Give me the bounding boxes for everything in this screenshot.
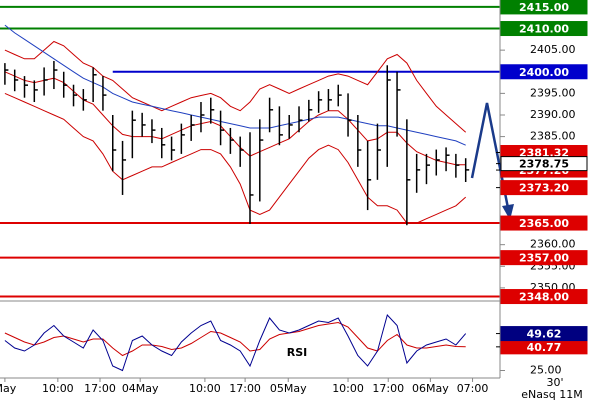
- rsi-tag-box: [500, 326, 588, 342]
- price-tag-box: [500, 180, 588, 196]
- y-tick-label: 2385.00: [530, 130, 576, 143]
- overlay-line: [4, 92, 467, 224]
- x-tick-label: 17:00: [229, 382, 261, 395]
- source: eNasq 11M: [521, 388, 582, 400]
- rsi-tag-label: 49.62: [527, 328, 562, 341]
- level-box: [500, 215, 588, 231]
- price-tag-label: 2378.75: [519, 158, 569, 171]
- level-box: [500, 289, 588, 305]
- x-tick-label: May: [0, 382, 17, 395]
- x-tick-label: 05May: [270, 382, 307, 395]
- level-box: [500, 0, 588, 15]
- overlay-line: [4, 24, 466, 146]
- y-tick-label: 2360.00: [530, 238, 576, 251]
- overlay-line: [4, 71, 466, 166]
- level-box: [500, 21, 588, 37]
- level-label: 2357.00: [519, 252, 569, 265]
- x-tick-label: 10:00: [189, 382, 221, 395]
- x-tick-label: 06May: [412, 382, 449, 395]
- rsi-line: [4, 321, 466, 357]
- price-tag-box: [500, 156, 588, 172]
- level-box: [500, 64, 588, 80]
- level-label: 2400.00: [519, 66, 569, 79]
- x-tick-label: 07:00: [457, 382, 489, 395]
- y-tick-label: 2395.00: [530, 86, 576, 99]
- x-tick-label: 17:00: [372, 382, 404, 395]
- rsi-label: RSI: [287, 346, 308, 359]
- level-box: [500, 250, 588, 266]
- plot-area: [0, 5, 500, 372]
- x-tick-label: 17:00: [84, 382, 116, 395]
- x-tick-label: 10:00: [42, 382, 74, 395]
- x-tick-label: 10:00: [332, 382, 364, 395]
- x-tick-label: 04May: [122, 382, 159, 395]
- level-label: 2365.00: [519, 217, 569, 230]
- rsi-line: [4, 314, 467, 372]
- overlay-line: [4, 40, 467, 133]
- y-tick-label: 2390.00: [530, 108, 576, 121]
- level-label: 2415.00: [519, 1, 569, 14]
- price-tag-label: 2373.20: [519, 182, 569, 195]
- level-label: 2410.00: [519, 23, 569, 36]
- rsi-tag-label: 40.77: [527, 341, 562, 354]
- timeframe: 30': [546, 376, 563, 389]
- rsi-tick-label: 25.00: [530, 364, 562, 377]
- level-label: 2348.00: [519, 291, 569, 304]
- y-tick-label: 2405.00: [530, 43, 576, 56]
